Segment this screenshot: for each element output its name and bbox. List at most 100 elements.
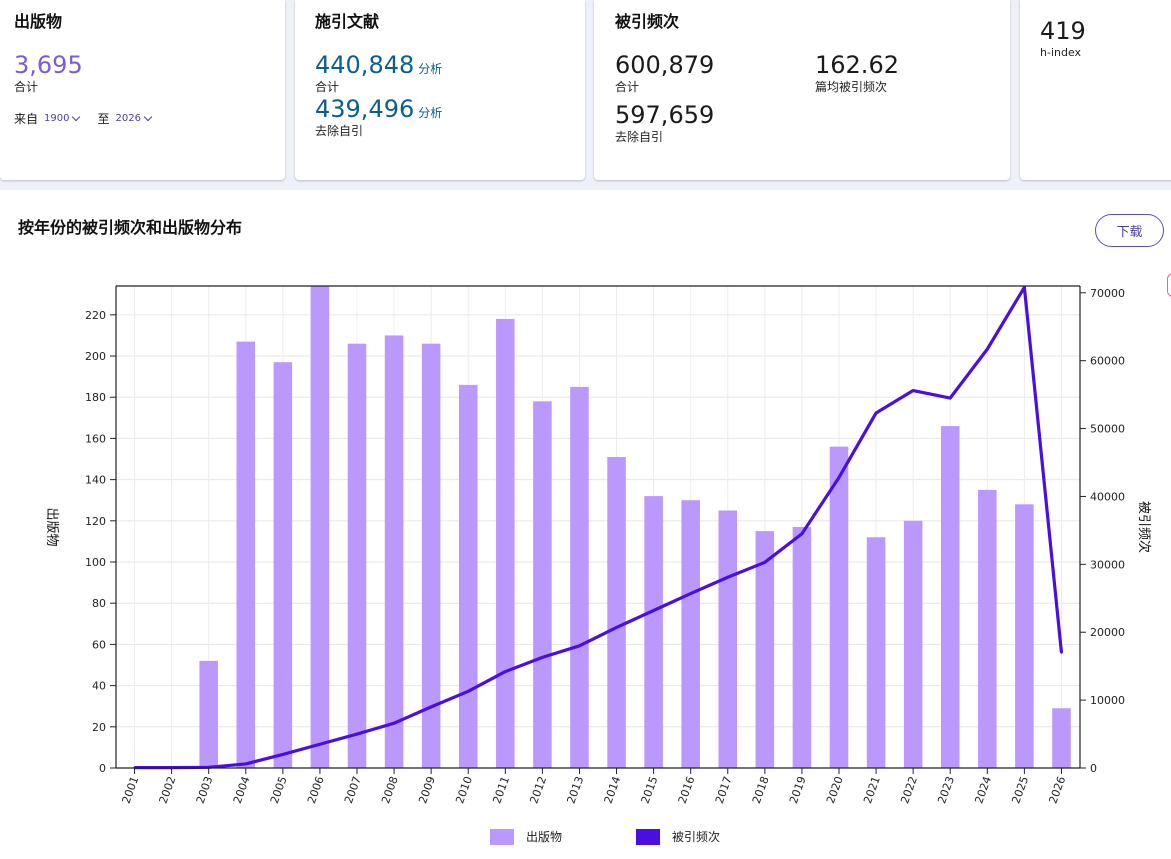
bar-2024 bbox=[978, 489, 997, 768]
point-2025 bbox=[1023, 286, 1026, 289]
bar-2008 bbox=[384, 335, 404, 768]
y-tick-label: 80 bbox=[92, 597, 106, 610]
bar-2021 bbox=[866, 537, 886, 768]
y2-tick-label: 40000 bbox=[1090, 490, 1125, 503]
y-tick-label: 180 bbox=[85, 391, 106, 404]
y2-tick-label: 20000 bbox=[1090, 626, 1125, 639]
x-tick-label: 2011 bbox=[490, 775, 512, 806]
x-tick-label: 2003 bbox=[194, 775, 216, 806]
citing-analysis-link[interactable]: 分析 bbox=[418, 62, 443, 76]
legend-swatch-line bbox=[636, 828, 660, 845]
citations-avg: 162.62 bbox=[815, 51, 899, 79]
bar-2006 bbox=[310, 286, 330, 768]
point-2005 bbox=[281, 753, 285, 756]
hindex-label: h-index bbox=[1040, 46, 1082, 59]
bar-2015 bbox=[644, 496, 663, 768]
y2-tick-label: 70000 bbox=[1090, 287, 1125, 300]
bar-2005 bbox=[273, 362, 293, 768]
range-from-value: 1900 bbox=[44, 113, 70, 124]
publications-count[interactable]: 3,695 bbox=[14, 51, 83, 79]
bar-2019 bbox=[792, 527, 812, 768]
x-tick-label: 2009 bbox=[416, 775, 438, 806]
y-tick-label: 0 bbox=[99, 762, 106, 775]
legend-citations[interactable]: 被引频次 bbox=[636, 828, 720, 845]
legend-publications[interactable]: 出版物 bbox=[490, 828, 562, 845]
y2-tick-label: 60000 bbox=[1090, 355, 1125, 368]
point-2013 bbox=[578, 644, 581, 648]
bar-2023 bbox=[940, 426, 960, 768]
citations-excl-label: 去除自引 bbox=[615, 130, 664, 144]
x-tick-label: 2005 bbox=[268, 775, 290, 806]
line bbox=[133, 285, 1064, 770]
point-2008 bbox=[392, 721, 396, 725]
year-range: 来自 1900 至 2026 bbox=[14, 110, 271, 127]
range-from-label: 来自 bbox=[14, 112, 39, 126]
citations-total-label: 合计 bbox=[615, 80, 640, 94]
point-2004 bbox=[244, 762, 247, 766]
bar-2016 bbox=[681, 500, 700, 768]
chart-title: 按年份的被引频次和出版物分布 bbox=[18, 218, 243, 237]
x-tick-label: 2023 bbox=[935, 775, 957, 806]
y-tick-label: 40 bbox=[92, 680, 106, 693]
citations-line bbox=[134, 285, 1064, 770]
point-2010 bbox=[467, 690, 470, 693]
y-axis-label: 出版物 bbox=[44, 507, 59, 546]
citing-total-label: 合计 bbox=[315, 80, 340, 94]
point-2009 bbox=[429, 705, 433, 709]
point-2012 bbox=[541, 656, 544, 659]
point-2007 bbox=[355, 732, 359, 736]
bar-2018 bbox=[755, 531, 775, 768]
bar-2020 bbox=[829, 446, 849, 768]
x-tick-label: 2026 bbox=[1046, 775, 1068, 806]
point-2023 bbox=[949, 396, 952, 400]
x-tick-label: 2015 bbox=[639, 775, 661, 806]
citation-publication-chart: 0204060801001201401601802002200100002000… bbox=[44, 285, 1152, 806]
x-tick-label: 2012 bbox=[527, 775, 549, 806]
point-2014 bbox=[615, 626, 618, 629]
x-tick-label: 2017 bbox=[713, 775, 735, 806]
publications-card: 出版物 3,695 合计 来自 1900 至 2026 bbox=[0, 0, 285, 180]
bar-2010 bbox=[458, 384, 478, 768]
bar-2004 bbox=[236, 341, 256, 768]
point-2026 bbox=[1060, 651, 1063, 654]
y2-axis-label: 被引频次 bbox=[1136, 501, 1152, 553]
x-tick-label: 2013 bbox=[564, 775, 586, 806]
point-2016 bbox=[689, 592, 692, 595]
range-from-select[interactable]: 1900 bbox=[44, 112, 81, 124]
x-tick-label: 2016 bbox=[676, 775, 698, 806]
x-tick-label: 2025 bbox=[1009, 775, 1031, 806]
x-tick-label: 2004 bbox=[231, 775, 253, 806]
citing-excl-label: 去除自引 bbox=[315, 124, 364, 138]
citing-title: 施引文献 bbox=[315, 12, 380, 31]
bar-2013 bbox=[570, 386, 589, 768]
citing-excl-analysis-link[interactable]: 分析 bbox=[418, 106, 443, 120]
legend-label-citations: 被引频次 bbox=[672, 830, 721, 844]
x-tick-label: 2019 bbox=[787, 775, 809, 806]
citing-excl[interactable]: 439,496 bbox=[315, 95, 415, 123]
download-button[interactable]: 下载 bbox=[1095, 214, 1164, 247]
chevron-down-icon bbox=[143, 112, 153, 122]
bar-2009 bbox=[421, 343, 441, 768]
bars bbox=[199, 286, 1071, 768]
range-to-select[interactable]: 2026 bbox=[115, 112, 153, 124]
bar-2014 bbox=[607, 456, 626, 768]
y-tick-label: 100 bbox=[85, 556, 106, 569]
citing-total[interactable]: 440,848 bbox=[315, 51, 415, 79]
citing-card: 施引文献 440,848 分析 合计 439,496 分析 去除自引 bbox=[295, 0, 585, 180]
bar-2011 bbox=[496, 318, 515, 768]
citations-card: 被引频次 600,879 合计 162.62 篇均被引频次 597,659 去除… bbox=[594, 0, 1010, 180]
x-tick-label: 2007 bbox=[342, 775, 364, 806]
x-tick-label: 2018 bbox=[750, 775, 772, 806]
citations-excl: 597,659 bbox=[615, 101, 715, 129]
point-2024 bbox=[986, 347, 989, 351]
point-2006 bbox=[318, 743, 322, 746]
point-2020 bbox=[837, 476, 841, 479]
x-tick-label: 2021 bbox=[861, 775, 883, 806]
point-2019 bbox=[800, 532, 804, 535]
legend-swatch-bar bbox=[490, 828, 514, 845]
y-tick-label: 140 bbox=[85, 474, 106, 487]
y2-tick-label: 0 bbox=[1090, 762, 1097, 775]
y-tick-label: 220 bbox=[85, 309, 106, 322]
x-tick-label: 2008 bbox=[379, 775, 401, 806]
y2-tick-label: 10000 bbox=[1090, 694, 1125, 707]
